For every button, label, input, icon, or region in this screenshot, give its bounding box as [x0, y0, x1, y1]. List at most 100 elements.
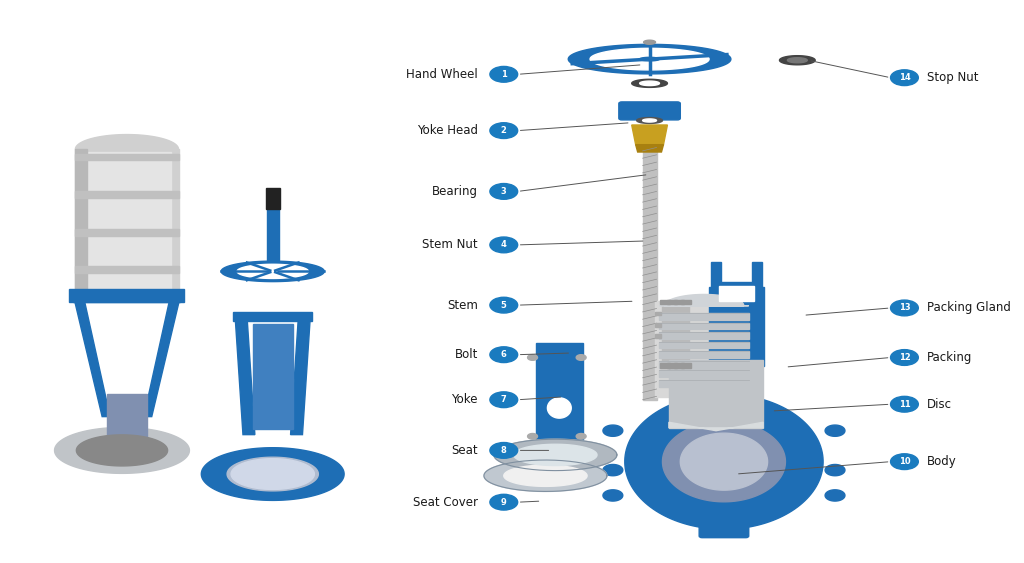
Polygon shape [644, 40, 655, 44]
Polygon shape [636, 145, 664, 152]
Polygon shape [227, 457, 318, 491]
Polygon shape [659, 351, 749, 358]
Polygon shape [825, 464, 845, 476]
Text: 6: 6 [501, 350, 507, 359]
Text: Disc: Disc [928, 397, 952, 411]
Polygon shape [643, 119, 656, 122]
Polygon shape [536, 343, 583, 448]
Text: 7: 7 [501, 395, 507, 404]
Circle shape [891, 70, 919, 86]
Polygon shape [669, 422, 763, 431]
Polygon shape [221, 261, 325, 282]
Text: Packing Gland: Packing Gland [928, 301, 1011, 315]
Polygon shape [74, 296, 110, 417]
Polygon shape [654, 301, 754, 397]
FancyBboxPatch shape [681, 300, 691, 304]
Polygon shape [711, 262, 762, 287]
Polygon shape [76, 149, 87, 296]
Circle shape [891, 454, 919, 470]
Polygon shape [640, 81, 659, 86]
Polygon shape [83, 152, 171, 293]
Polygon shape [577, 434, 586, 439]
Polygon shape [76, 191, 178, 198]
Polygon shape [76, 135, 178, 149]
Text: 12: 12 [899, 353, 910, 362]
FancyBboxPatch shape [654, 312, 662, 315]
Text: 13: 13 [899, 303, 910, 312]
Text: Yoke Head: Yoke Head [417, 124, 478, 137]
Polygon shape [659, 342, 749, 348]
Text: 9: 9 [501, 498, 507, 507]
Text: 11: 11 [899, 400, 910, 409]
Polygon shape [484, 460, 607, 491]
Polygon shape [54, 427, 189, 473]
Polygon shape [659, 323, 749, 329]
Circle shape [891, 350, 919, 365]
Circle shape [489, 184, 518, 199]
Circle shape [891, 396, 919, 412]
Circle shape [489, 66, 518, 82]
Polygon shape [659, 294, 749, 306]
Polygon shape [670, 301, 676, 366]
Polygon shape [536, 442, 546, 448]
Polygon shape [625, 394, 823, 529]
Polygon shape [236, 315, 255, 435]
Polygon shape [659, 370, 749, 377]
Circle shape [489, 347, 518, 363]
Text: 10: 10 [899, 457, 910, 466]
Polygon shape [787, 58, 807, 62]
FancyBboxPatch shape [668, 363, 677, 368]
FancyBboxPatch shape [618, 102, 680, 120]
Text: 5: 5 [501, 301, 507, 310]
Polygon shape [663, 301, 669, 366]
Text: Stem: Stem [447, 298, 478, 312]
Polygon shape [573, 442, 583, 448]
Polygon shape [527, 434, 538, 439]
Text: 14: 14 [899, 73, 910, 82]
Circle shape [489, 392, 518, 408]
Polygon shape [683, 301, 689, 366]
Polygon shape [637, 118, 663, 123]
Circle shape [489, 494, 518, 510]
Polygon shape [669, 360, 763, 428]
Text: 1: 1 [501, 70, 507, 79]
Polygon shape [77, 435, 168, 466]
FancyBboxPatch shape [681, 363, 691, 368]
Text: Packing: Packing [928, 351, 973, 364]
Polygon shape [253, 324, 293, 429]
Circle shape [489, 237, 518, 253]
Polygon shape [632, 125, 668, 145]
Text: Yoke: Yoke [452, 393, 478, 406]
FancyBboxPatch shape [675, 363, 684, 368]
Polygon shape [70, 289, 184, 302]
Text: Body: Body [928, 455, 957, 468]
Polygon shape [76, 154, 178, 160]
Circle shape [489, 443, 518, 458]
Polygon shape [108, 394, 146, 453]
Text: 4: 4 [501, 240, 507, 249]
Polygon shape [632, 79, 668, 87]
Text: 8: 8 [501, 446, 507, 455]
Polygon shape [237, 264, 308, 279]
Polygon shape [709, 287, 764, 366]
Polygon shape [291, 315, 310, 435]
Polygon shape [640, 57, 659, 61]
Polygon shape [825, 490, 845, 501]
Polygon shape [494, 439, 616, 471]
Polygon shape [577, 355, 586, 360]
Circle shape [489, 297, 518, 313]
Polygon shape [603, 425, 623, 436]
Polygon shape [603, 464, 623, 476]
Polygon shape [76, 149, 178, 296]
Polygon shape [568, 44, 731, 74]
FancyBboxPatch shape [660, 363, 671, 368]
Polygon shape [659, 380, 749, 387]
FancyBboxPatch shape [654, 334, 662, 338]
Polygon shape [659, 361, 749, 368]
Polygon shape [548, 398, 571, 418]
Polygon shape [825, 425, 845, 436]
Polygon shape [202, 448, 344, 501]
Polygon shape [779, 56, 815, 65]
Polygon shape [659, 332, 749, 339]
Text: Bolt: Bolt [455, 348, 478, 361]
